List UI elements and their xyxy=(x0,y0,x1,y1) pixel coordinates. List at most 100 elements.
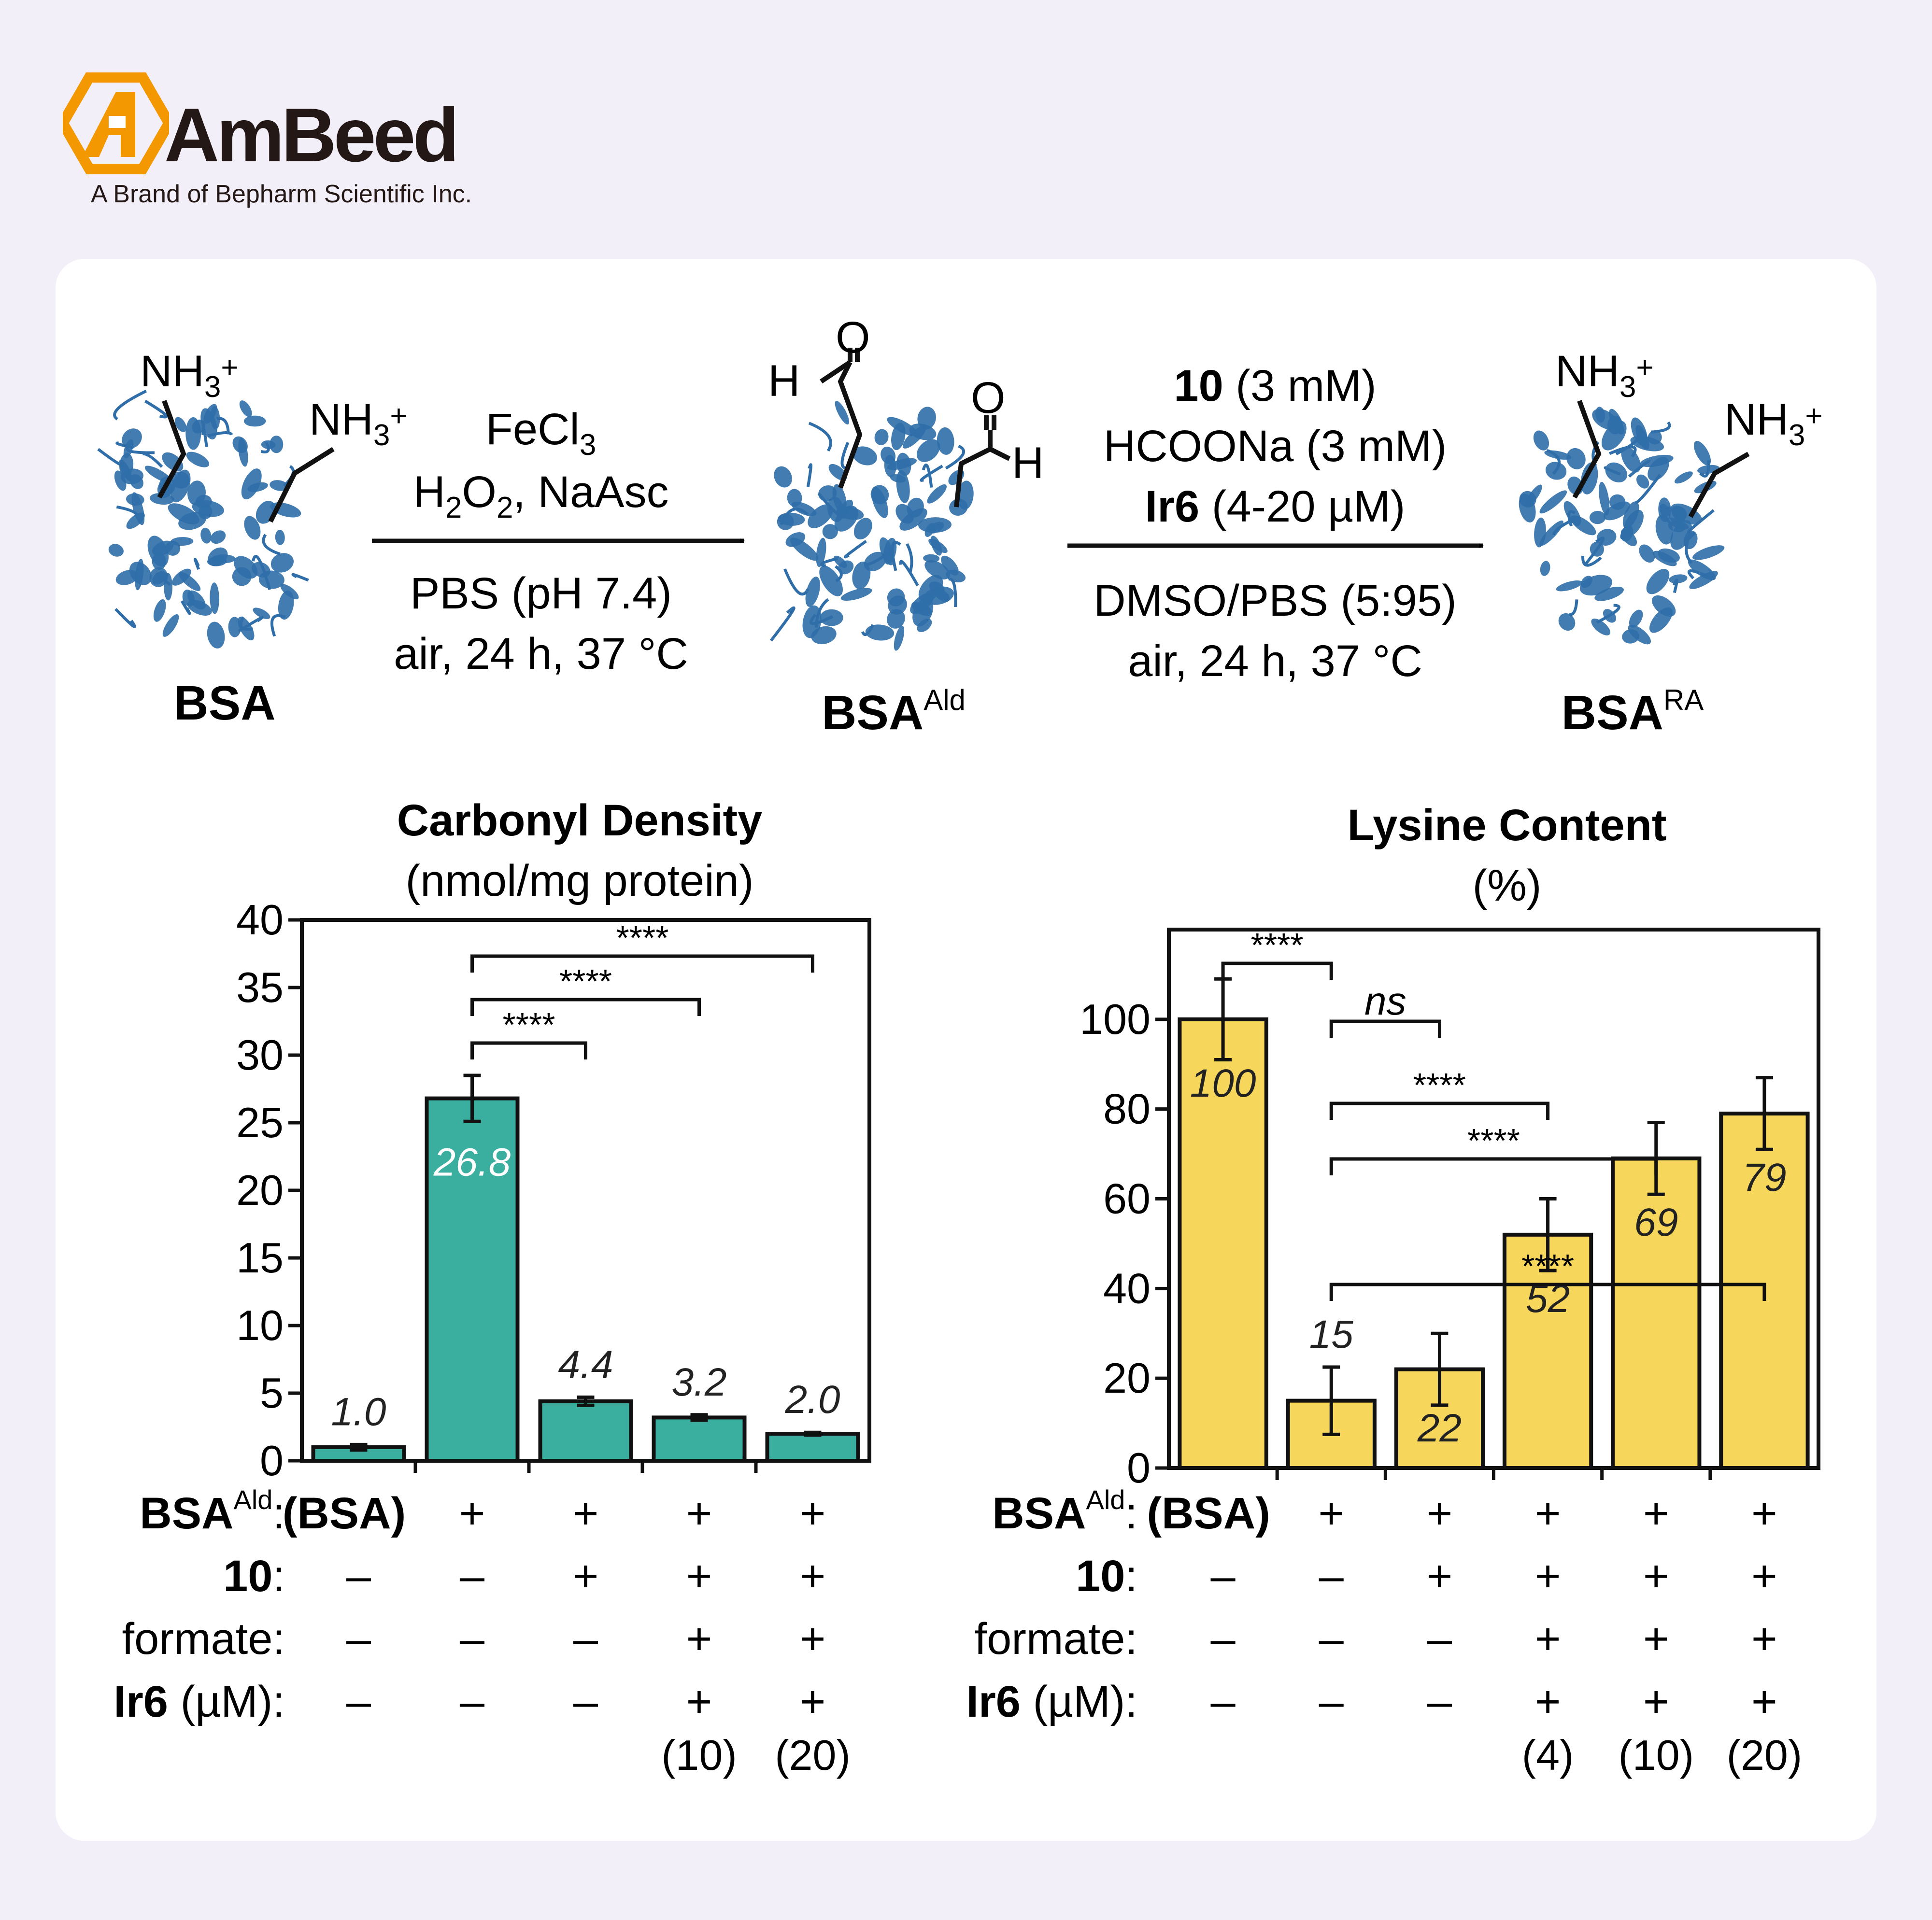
lysine-condition-value: – xyxy=(1319,1677,1344,1726)
lysine-ytick-label: 40 xyxy=(1103,1264,1151,1312)
lysine-significance-label: **** xyxy=(1413,1066,1466,1104)
carbonyl-condition-value: + xyxy=(573,1489,599,1538)
carbonyl-condition-value: + xyxy=(800,1677,826,1726)
lysine-significance-label: **** xyxy=(1467,1122,1520,1159)
carbonyl-ytick-label: 35 xyxy=(236,963,284,1011)
carbonyl-value-label: 2.0 xyxy=(785,1378,840,1422)
carbonyl-bar xyxy=(652,1415,747,1463)
lysine-ytick-label: 0 xyxy=(1127,1444,1151,1492)
carbonyl-condition-value: + xyxy=(800,1489,826,1538)
lysine-ytick-label: 20 xyxy=(1103,1354,1151,1402)
step2-conditions-2: air, 24 h, 37 °C xyxy=(1128,636,1422,686)
carbonyl-condition-value: + xyxy=(800,1614,826,1664)
lysine-value-label: 22 xyxy=(1417,1406,1462,1450)
carbonyl-ytick-label: 5 xyxy=(260,1369,284,1417)
lysine-significance-bracket xyxy=(1329,1157,1658,1175)
lysine-bar xyxy=(1178,1017,1268,1470)
bsa-ald-protein-structure xyxy=(769,400,974,651)
carbonyl-condition-value: + xyxy=(459,1489,485,1538)
carbonyl-value-label: 4.4 xyxy=(558,1342,613,1386)
amine-chain-right xyxy=(1572,400,1750,518)
lysine-ytick-label: 80 xyxy=(1103,1085,1151,1133)
aldehyde-h-2: H xyxy=(1012,438,1044,488)
amine-label-4: NH3+ xyxy=(1724,395,1823,452)
lysine-condition-label: 10: xyxy=(1076,1552,1137,1601)
step1-conditions-2: air, 24 h, 37 °C xyxy=(394,629,688,678)
carbonyl-value-label: 26.8 xyxy=(433,1141,511,1185)
lysine-condition-value: + xyxy=(1535,1489,1561,1538)
lysine-condition-label: formate: xyxy=(975,1614,1137,1664)
carbonyl-condition-value: + xyxy=(800,1552,826,1601)
carbonyl-bar xyxy=(538,1399,633,1463)
carbonyl-title: Carbonyl Density xyxy=(397,796,763,845)
lysine-value-label: 69 xyxy=(1634,1200,1678,1244)
carbonyl-significance-label: **** xyxy=(616,919,669,957)
carbonyl-condition-value: – xyxy=(573,1614,598,1664)
lysine-condition-value: – xyxy=(1210,1677,1236,1726)
amine-label-3: NH3+ xyxy=(1555,347,1654,404)
lysine-ytick-label: 60 xyxy=(1103,1175,1151,1223)
step1-conditions-1: PBS (pH 7.4) xyxy=(410,569,672,618)
start-label: BSA xyxy=(173,676,275,730)
brand-name: AmBeed xyxy=(164,93,459,178)
carbonyl-condition-value: – xyxy=(460,1552,485,1601)
lysine-concentration-label: (20) xyxy=(1727,1731,1803,1779)
reaction-scheme: NH3+ NH3+ BSA FeCl3 H2O2, NaAsc PBS (pH … xyxy=(97,313,1823,740)
lysine-concentration-label: (4) xyxy=(1522,1731,1574,1779)
carbonyl-ytick-label: 20 xyxy=(236,1166,284,1214)
lysine-condition-value: + xyxy=(1535,1677,1561,1726)
lysine-condition-value: – xyxy=(1427,1614,1452,1664)
lysine-ytick-label: 100 xyxy=(1080,995,1151,1043)
carbonyl-significance-bracket xyxy=(470,954,814,973)
ambeed-logo-icon xyxy=(63,72,169,174)
intermediate-label: BSAAld xyxy=(822,684,966,740)
lysine-value-label: 15 xyxy=(1309,1313,1354,1356)
aldehyde-o-1: O xyxy=(836,313,870,362)
carbonyl-subtitle: (nmol/mg protein) xyxy=(406,856,754,905)
carbonyl-concentration-label: (20) xyxy=(775,1731,851,1779)
lysine-significance-label: **** xyxy=(1251,926,1304,964)
carbonyl-value-label: 1.0 xyxy=(331,1390,386,1434)
step2-reagent-3: Ir6 (4-20 µM) xyxy=(1145,482,1406,531)
step2-reagent-1: 10 (3 mM) xyxy=(1174,361,1376,410)
lysine-value-label: 100 xyxy=(1190,1061,1256,1105)
carbonyl-significance-label: **** xyxy=(559,962,612,1000)
lysine-condition-value: – xyxy=(1210,1614,1236,1664)
lysine-condition-value: (BSA) xyxy=(1147,1489,1270,1538)
amine-chain-left-1 xyxy=(157,400,335,523)
carbonyl-significance-bracket xyxy=(470,998,701,1016)
carbonyl-condition-value: + xyxy=(573,1552,599,1601)
carbonyl-condition-value: + xyxy=(686,1552,712,1601)
lysine-significance-bracket xyxy=(1329,1101,1550,1120)
lysine-condition-value: + xyxy=(1643,1489,1669,1538)
carbonyl-significance-label: **** xyxy=(503,1006,555,1044)
lysine-significance-bracket xyxy=(1329,1283,1766,1301)
carbonyl-bar xyxy=(765,1432,860,1463)
aldehyde-o-2: O xyxy=(971,373,1006,423)
lysine-condition-label: Ir6 (µM): xyxy=(966,1677,1137,1726)
lysine-significance-bracket xyxy=(1221,961,1333,980)
carbonyl-condition-value: – xyxy=(346,1614,371,1664)
carbonyl-ytick-label: 40 xyxy=(236,896,284,944)
lysine-concentration-label: (10) xyxy=(1619,1731,1694,1779)
lysine-bar xyxy=(1611,1156,1702,1470)
lysine-condition-value: + xyxy=(1751,1614,1777,1664)
product-label: BSARA xyxy=(1562,684,1704,740)
lysine-condition-value: + xyxy=(1427,1489,1453,1538)
carbonyl-condition-label: formate: xyxy=(122,1614,285,1664)
carbonyl-condition-value: – xyxy=(346,1677,371,1726)
lysine-content-chart: Lysine Content(%)02040608010010015225269… xyxy=(966,801,1820,1779)
lysine-title: Lysine Content xyxy=(1347,801,1666,850)
lysine-condition-value: + xyxy=(1427,1552,1453,1601)
carbonyl-ytick-label: 0 xyxy=(260,1437,284,1484)
carbonyl-ytick-label: 25 xyxy=(236,1099,284,1146)
step1-reagent-2: H2O2, NaAsc xyxy=(413,467,668,524)
lysine-significance-bracket xyxy=(1329,1019,1441,1038)
lysine-condition-value: – xyxy=(1319,1552,1344,1601)
lysine-value-label: 79 xyxy=(1742,1156,1786,1200)
carbonyl-condition-value: – xyxy=(460,1614,485,1664)
lysine-condition-value: – xyxy=(1427,1677,1452,1726)
carbonyl-concentration-label: (10) xyxy=(661,1731,737,1779)
lysine-condition-value: + xyxy=(1751,1489,1777,1538)
